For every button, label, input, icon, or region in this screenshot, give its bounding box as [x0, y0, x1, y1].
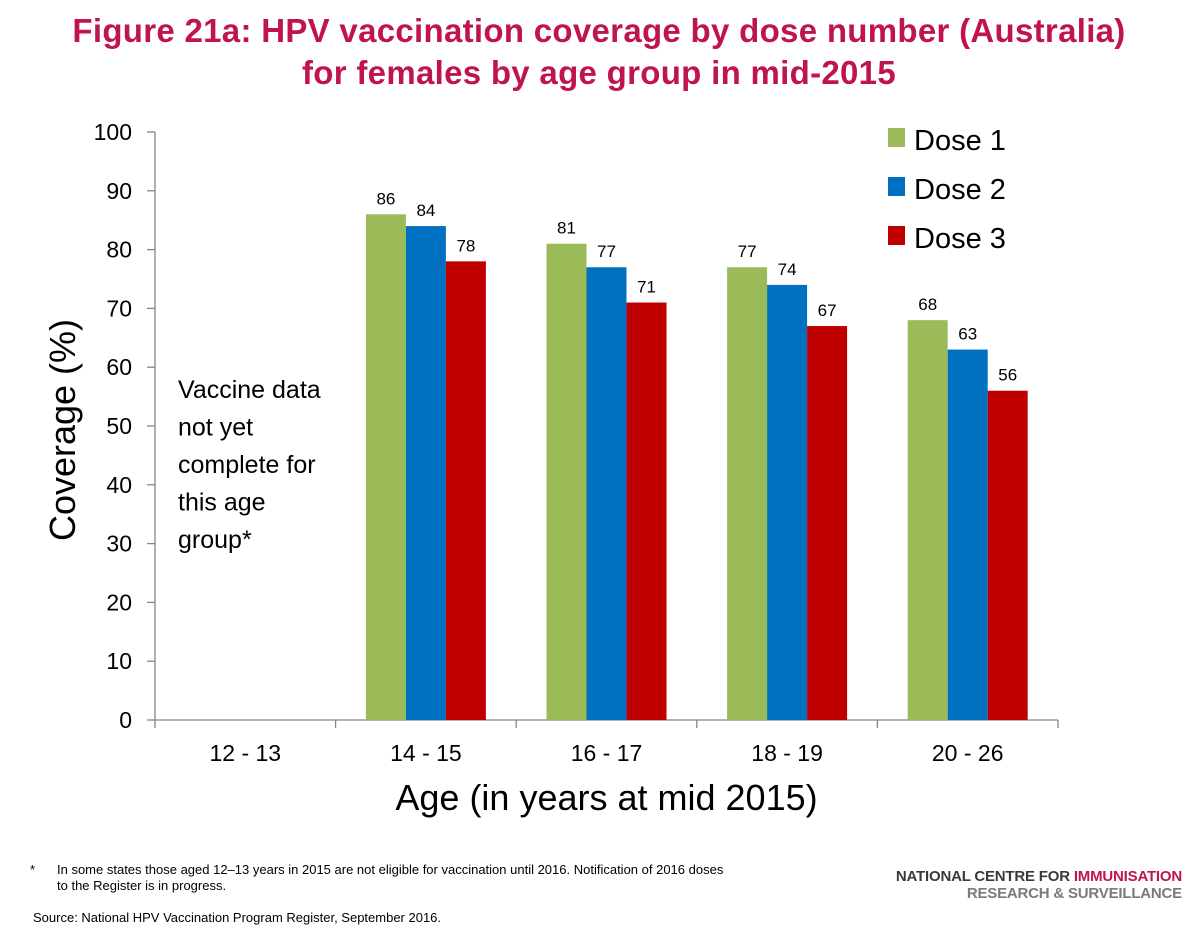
- data-label: 71: [637, 278, 656, 297]
- x-tick-label: 14 - 15: [390, 740, 462, 766]
- bar-dose-3-18-19: [807, 326, 848, 720]
- y-tick-label: 20: [106, 589, 132, 615]
- legend-label: Dose 3: [914, 223, 1006, 255]
- annotation-line: Vaccine data: [178, 376, 321, 404]
- bar-dose-2-20-26: [947, 349, 988, 720]
- x-tick-label: 16 - 17: [571, 740, 643, 766]
- y-tick-label: 100: [94, 119, 132, 145]
- data-label: 77: [597, 242, 616, 261]
- legend-label: Dose 2: [914, 174, 1006, 206]
- chart-data-labels: 86 84 78 81 77 71 77 74 67 68 63 56: [376, 189, 1017, 384]
- data-label: 77: [738, 242, 757, 261]
- y-tick-label: 70: [106, 295, 132, 321]
- y-tick-label: 90: [106, 178, 132, 204]
- x-tick-label: 18 - 19: [751, 740, 823, 766]
- data-label: 74: [778, 260, 797, 279]
- data-label: 67: [818, 301, 837, 320]
- chart-bars: [365, 214, 1028, 720]
- bar-dose-1-14-15: [365, 214, 406, 720]
- data-label: 63: [958, 325, 977, 344]
- x-tick-label: 12 - 13: [209, 740, 281, 766]
- annotation-line: complete for: [178, 451, 316, 479]
- bar-dose-1-18-19: [727, 267, 768, 720]
- bar-dose-2-16-17: [586, 267, 627, 720]
- bar-dose-3-14-15: [445, 261, 486, 720]
- y-tick-label: 10: [106, 648, 132, 674]
- annotation-line: this age: [178, 489, 266, 517]
- chart-title: Figure 21a: HPV vaccination coverage by …: [0, 10, 1198, 94]
- y-tick-label: 0: [119, 707, 132, 733]
- legend-swatch-dose-3: [888, 226, 905, 245]
- chart-axes: 0 10 20 30 40 50 60 70 80 90 100 12 - 13 14 - 15 16 -…: [42, 119, 1059, 818]
- legend-label: Dose 1: [914, 125, 1006, 157]
- bar-dose-3-20-26: [987, 390, 1028, 720]
- y-tick-label: 50: [106, 413, 132, 439]
- y-tick-label: 80: [106, 237, 132, 263]
- legend-swatch-dose-1: [888, 128, 905, 147]
- y-tick-label: 40: [106, 472, 132, 498]
- annotation-line: group*: [178, 526, 252, 554]
- ncirs-logo: NATIONAL CENTRE FOR IMMUNISATION RESEARC…: [890, 868, 1182, 902]
- logo-text-2: RESEARCH & SURVEILLANCE: [966, 885, 1182, 902]
- legend-swatch-dose-2: [888, 177, 905, 196]
- logo-text-1b: IMMUNISATION: [1073, 868, 1182, 885]
- x-axis-title: Age (in years at mid 2015): [395, 777, 817, 818]
- bar-chart: 0 10 20 30 40 50 60 70 80 90 100 12 - 13 14 - 15 16 -…: [42, 119, 1059, 818]
- y-tick-label: 30: [106, 531, 132, 557]
- bar-dose-2-18-19: [767, 284, 808, 720]
- x-tick-label: 20 - 26: [932, 740, 1004, 766]
- data-label: 78: [456, 236, 475, 255]
- footnote-line-1: In some states those aged 12–13 years in…: [57, 862, 724, 877]
- bar-dose-3-16-17: [626, 302, 667, 720]
- bar-dose-1-16-17: [546, 243, 587, 720]
- source-note: Source: National HPV Vaccination Program…: [33, 910, 442, 925]
- footnote-marker: *: [30, 862, 36, 877]
- data-label: 56: [998, 366, 1017, 385]
- chart-title-line-2: for females by age group in mid-2015: [302, 54, 896, 91]
- data-label: 68: [918, 295, 937, 314]
- data-label: 84: [416, 201, 435, 220]
- bar-dose-2-14-15: [405, 226, 446, 720]
- footnote-line-2: to the Register is in progress.: [57, 878, 227, 893]
- bar-dose-1-20-26: [907, 320, 948, 720]
- data-label: 86: [376, 189, 395, 208]
- chart-legend: Dose 1 Dose 2 Dose 3: [888, 125, 1006, 255]
- chart-title-line-1: Figure 21a: HPV vaccination coverage by …: [72, 12, 1126, 49]
- data-label: 81: [557, 219, 576, 238]
- y-axis-title: Coverage (%): [42, 319, 83, 541]
- y-tick-label: 60: [106, 354, 132, 380]
- logo-text-1a: NATIONAL CENTRE FOR: [895, 868, 1074, 885]
- chart-annotation: Vaccine data not yet complete for this age g…: [178, 376, 321, 554]
- annotation-line: not yet: [178, 414, 253, 442]
